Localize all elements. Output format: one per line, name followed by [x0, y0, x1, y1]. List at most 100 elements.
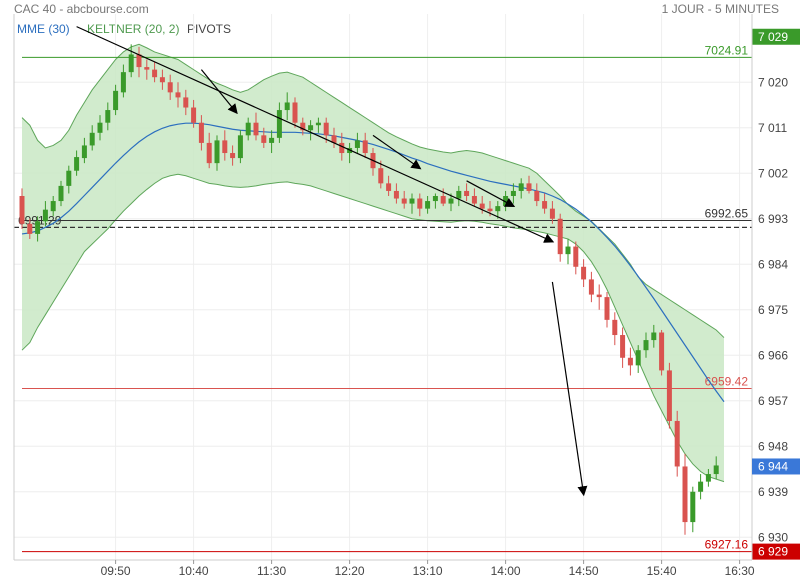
candle-body	[74, 157, 80, 171]
x-tick-label: 09:50	[101, 564, 131, 578]
candle-body	[596, 294, 602, 298]
candle-body	[464, 190, 470, 196]
candle	[81, 137, 87, 164]
candle-body	[354, 140, 360, 148]
candle-body	[230, 153, 236, 159]
candle	[596, 284, 602, 310]
candle	[284, 92, 290, 121]
candle	[627, 347, 633, 376]
candle	[230, 145, 236, 166]
candle	[604, 292, 610, 328]
candle	[58, 180, 64, 207]
candle	[128, 44, 134, 78]
candle-body	[690, 491, 696, 523]
candle	[378, 160, 384, 189]
candle-body	[113, 90, 119, 111]
candle-body	[588, 279, 594, 295]
candle	[425, 196, 431, 214]
legend-keltner[interactable]: KELTNER (20, 2)	[87, 22, 180, 36]
candle	[526, 175, 532, 194]
x-tick-label: 12:20	[335, 564, 365, 578]
candle-body	[620, 335, 626, 358]
candle	[183, 89, 189, 116]
candle	[666, 362, 672, 429]
candle	[269, 130, 275, 154]
candle	[386, 175, 392, 196]
candle-body	[425, 201, 431, 209]
candle	[113, 84, 119, 116]
candle	[136, 46, 142, 78]
candle	[315, 117, 321, 133]
candle	[448, 193, 454, 212]
candle	[50, 196, 56, 217]
candle	[354, 132, 360, 154]
candle	[573, 241, 579, 275]
candle-body	[612, 319, 618, 336]
candle-body	[565, 246, 571, 255]
candle-body	[627, 357, 633, 366]
candle	[253, 112, 259, 141]
candle-body	[526, 183, 532, 191]
candle-body	[487, 208, 493, 212]
candle	[198, 115, 204, 151]
candle-body	[245, 122, 251, 136]
candle-body	[136, 54, 142, 68]
candle	[222, 130, 228, 161]
candle-body	[276, 110, 282, 138]
candle-body	[479, 203, 485, 209]
candle	[417, 193, 423, 217]
candle	[120, 64, 126, 98]
pivot-level-badge-4: 6 929	[752, 543, 800, 560]
candle-body	[308, 125, 314, 131]
candle	[175, 82, 181, 108]
candle-body	[323, 122, 329, 136]
legend-pivots[interactable]: PIVOTS	[187, 22, 232, 36]
candle-body	[401, 198, 407, 204]
trend-arrow-0	[76, 26, 555, 243]
x-tick-label: 14:50	[569, 564, 599, 578]
candle	[105, 102, 111, 131]
y-tick-label: 6 930	[758, 530, 788, 544]
candle-body	[144, 67, 150, 70]
candle-body	[222, 140, 228, 154]
candle	[66, 165, 72, 194]
candle-body	[386, 183, 392, 191]
candle	[464, 183, 470, 202]
y-tick-label: 6 975	[758, 303, 788, 317]
last-price-badge: 6 944	[752, 458, 800, 475]
candle-body	[698, 481, 704, 492]
candle-body	[27, 223, 33, 234]
x-tick-label: 13:10	[413, 564, 443, 578]
pivot-label-3: 6959.42	[705, 375, 749, 389]
candle-body	[573, 246, 579, 267]
candle-body	[66, 170, 72, 186]
legend-ema[interactable]: MME (30)	[17, 22, 70, 36]
candle-body	[97, 122, 103, 133]
candle-body	[456, 190, 462, 199]
y-tick-label: 6 948	[758, 439, 788, 453]
candle-body	[495, 206, 501, 212]
candle-body	[152, 69, 158, 78]
candle	[393, 183, 399, 204]
candle-body	[292, 102, 298, 123]
pivot-level-badge-bg-0	[752, 28, 800, 45]
candle	[237, 130, 243, 164]
candle-body	[198, 122, 204, 143]
candle-body	[339, 142, 345, 154]
candle-body	[167, 82, 173, 93]
candle	[27, 218, 33, 239]
candle-body	[50, 201, 56, 212]
trend-arrow-1	[200, 69, 238, 115]
y-tick-label: 6 966	[758, 348, 788, 362]
candle	[409, 193, 415, 214]
y-tick-label: 6 939	[758, 485, 788, 499]
candle	[276, 102, 282, 143]
candle-body	[549, 208, 555, 219]
x-tick-label: 14:00	[491, 564, 521, 578]
candle	[300, 117, 306, 136]
candle-body	[206, 142, 212, 164]
chart-period: 1 JOUR - 5 MINUTES	[661, 2, 779, 16]
keltner-upper-line	[21, 43, 725, 338]
